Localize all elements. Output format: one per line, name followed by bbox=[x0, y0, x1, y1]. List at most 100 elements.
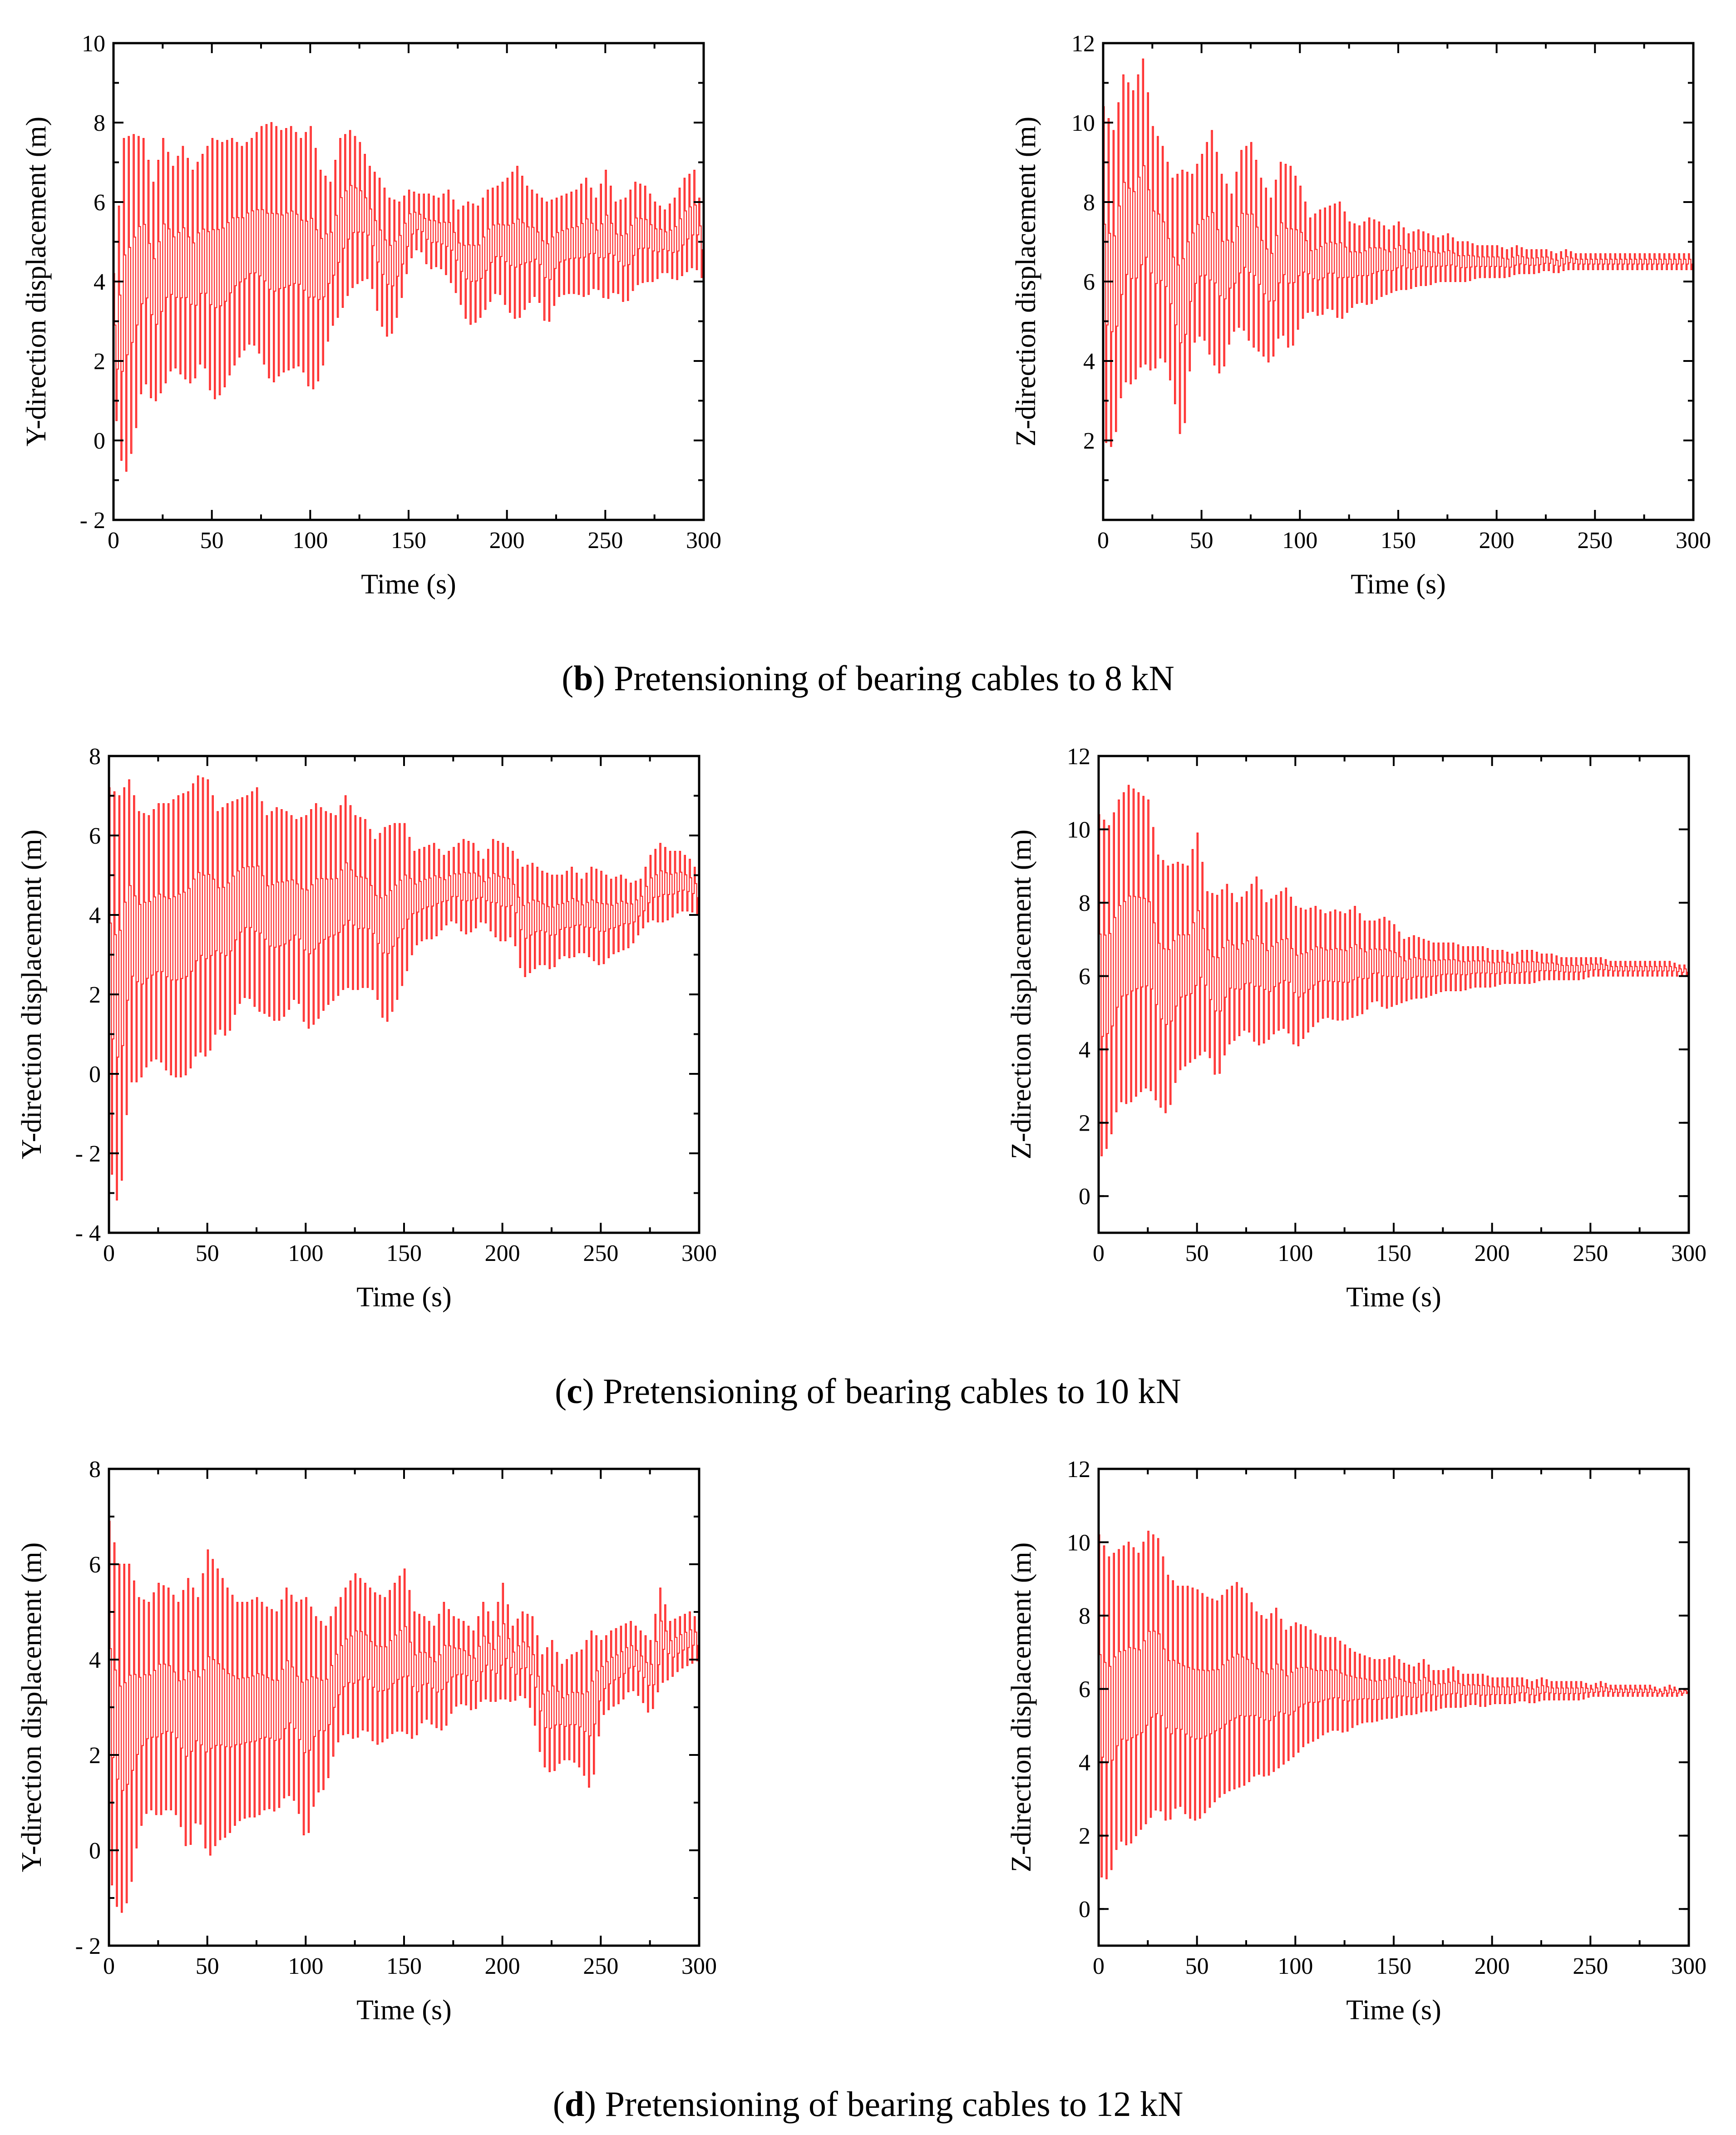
svg-text:(b) Pretensioning of bearing c: (b) Pretensioning of bearing cables to 8… bbox=[562, 658, 1174, 698]
y-tick-label-b-y-4: 6 bbox=[94, 190, 105, 216]
y-axis-label-d-y: Y-direction displacement (m) bbox=[16, 1542, 47, 1873]
y-tick-label-c-z-3: 6 bbox=[1079, 964, 1090, 990]
chart-d-z: 0 50 100 150 200 250 300 0 2 4 6 8 10 12 Time (s) Z-dir… bbox=[1006, 1457, 1706, 2026]
x-tick-label-b-z-1: 50 bbox=[1190, 528, 1213, 554]
x-tick-label-b-z-3: 150 bbox=[1381, 528, 1416, 554]
y-tick-label-b-y-1: 0 bbox=[94, 428, 105, 454]
y-tick-label-b-y-6: 10 bbox=[82, 31, 105, 57]
y-axis-label-c-y: Y-direction displacement (m) bbox=[16, 830, 47, 1160]
x-tick-label-c-z-5: 250 bbox=[1573, 1240, 1608, 1266]
series-line-b-z bbox=[1102, 58, 1693, 447]
y-tick-label-d-z-3: 6 bbox=[1079, 1677, 1090, 1703]
y-tick-label-d-z-0: 0 bbox=[1079, 1897, 1090, 1922]
x-tick-label-c-z-0: 0 bbox=[1093, 1240, 1105, 1266]
x-axis-label-b-z: Time (s) bbox=[1351, 569, 1446, 600]
x-tick-label-c-y-4: 200 bbox=[485, 1240, 520, 1266]
x-axis-label-d-y: Time (s) bbox=[356, 1995, 452, 2026]
caption-b-text: ) Pretensioning of bearing cables to 8 k… bbox=[593, 658, 1174, 698]
y-axis-label-c-z: Z-direction displacement (m) bbox=[1006, 830, 1037, 1160]
y-tick-label-b-z-1: 4 bbox=[1083, 349, 1095, 375]
x-tick-label-c-y-2: 100 bbox=[288, 1240, 323, 1266]
x-tick-label-b-z-2: 100 bbox=[1282, 528, 1317, 554]
x-axis-label-d-z: Time (s) bbox=[1346, 1995, 1441, 2026]
caption-d-text: ) Pretensioning of bearing cables to 12 … bbox=[584, 2084, 1183, 2124]
y-tick-label-c-z-2: 4 bbox=[1079, 1037, 1090, 1063]
series-line-c-y bbox=[108, 775, 699, 1201]
y-tick-label-d-y-4: 6 bbox=[89, 1552, 101, 1578]
x-tick-label-d-z-4: 200 bbox=[1475, 1953, 1510, 1979]
y-tick-label-d-y-3: 4 bbox=[89, 1647, 101, 1673]
y-tick-label-c-y-5: 6 bbox=[89, 823, 101, 849]
caption-d-open-paren: ( bbox=[553, 2084, 565, 2124]
y-tick-label-b-z-0: 2 bbox=[1083, 428, 1095, 454]
x-tick-label-c-z-4: 200 bbox=[1475, 1240, 1510, 1266]
y-tick-label-d-z-1: 2 bbox=[1079, 1824, 1090, 1849]
y-tick-label-b-z-4: 10 bbox=[1071, 110, 1095, 136]
series-line-b-y bbox=[113, 122, 704, 472]
y-tick-label-c-y-4: 4 bbox=[89, 903, 101, 929]
x-tick-label-d-z-5: 250 bbox=[1573, 1953, 1608, 1979]
x-tick-label-d-z-2: 100 bbox=[1277, 1953, 1313, 1979]
series-line-d-z bbox=[1098, 1531, 1689, 1879]
chart-b-z: 0 50 100 150 200 250 300 2 4 6 8 10 12 Time (s) Z-dire… bbox=[1011, 31, 1711, 600]
x-tick-label-d-y-3: 150 bbox=[386, 1953, 422, 1979]
y-tick-label-d-y-2: 2 bbox=[89, 1743, 101, 1769]
x-tick-label-d-y-6: 300 bbox=[681, 1953, 717, 1979]
x-tick-label-c-z-1: 50 bbox=[1185, 1240, 1209, 1266]
x-tick-label-d-y-0: 0 bbox=[103, 1953, 115, 1979]
x-tick-label-d-z-1: 50 bbox=[1185, 1953, 1209, 1979]
y-tick-label-d-y-1: 0 bbox=[89, 1838, 101, 1864]
x-tick-label-c-z-6: 300 bbox=[1671, 1240, 1706, 1266]
x-tick-label-b-z-0: 0 bbox=[1097, 528, 1109, 554]
x-tick-label-c-y-0: 0 bbox=[103, 1240, 115, 1266]
x-tick-label-c-y-3: 150 bbox=[386, 1240, 422, 1266]
y-tick-label-d-z-4: 8 bbox=[1079, 1603, 1090, 1629]
x-tick-label-b-z-4: 200 bbox=[1479, 528, 1514, 554]
x-tick-label-d-y-5: 250 bbox=[583, 1953, 618, 1979]
x-axis-label-b-y: Time (s) bbox=[361, 569, 456, 600]
x-tick-label-c-y-6: 300 bbox=[681, 1240, 717, 1266]
y-tick-label-d-y-0: - 2 bbox=[75, 1933, 101, 1959]
x-tick-label-b-y-6: 300 bbox=[686, 528, 721, 554]
y-tick-label-d-z-6: 12 bbox=[1067, 1457, 1090, 1483]
caption-d-letter: d bbox=[565, 2084, 584, 2124]
y-tick-label-b-z-2: 6 bbox=[1083, 269, 1095, 295]
x-tick-label-b-y-3: 150 bbox=[391, 528, 426, 554]
x-tick-label-c-z-2: 100 bbox=[1277, 1240, 1313, 1266]
caption-c: (c) Pretensioning of bearing cables to 1… bbox=[555, 1371, 1181, 1411]
x-tick-label-b-z-6: 300 bbox=[1676, 528, 1711, 554]
y-tick-label-c-y-1: - 2 bbox=[75, 1141, 101, 1167]
svg-text:(c) Pretensioning of bearing c: (c) Pretensioning of bearing cables to 1… bbox=[555, 1371, 1181, 1411]
x-tick-label-d-y-1: 50 bbox=[196, 1953, 219, 1979]
x-axis-label-c-z: Time (s) bbox=[1346, 1282, 1441, 1313]
x-tick-label-b-y-4: 200 bbox=[489, 528, 525, 554]
chart-c-y: 0 50 100 150 200 250 300 - 4 - 2 0 2 4 6 8 Time (s) Y-d… bbox=[16, 744, 717, 1313]
y-tick-label-c-z-6: 12 bbox=[1067, 744, 1090, 770]
svg-text:(d) Pretensioning of bearing c: (d) Pretensioning of bearing cables to 1… bbox=[553, 2084, 1184, 2124]
y-tick-label-d-y-5: 8 bbox=[89, 1457, 101, 1483]
y-tick-label-b-y-0: - 2 bbox=[80, 508, 105, 534]
y-tick-label-c-z-0: 0 bbox=[1079, 1184, 1090, 1210]
x-tick-label-c-y-5: 250 bbox=[583, 1240, 618, 1266]
y-tick-label-c-y-2: 0 bbox=[89, 1062, 101, 1087]
y-tick-label-c-y-3: 2 bbox=[89, 982, 101, 1008]
x-tick-label-b-y-0: 0 bbox=[108, 528, 119, 554]
x-tick-label-d-z-6: 300 bbox=[1671, 1953, 1706, 1979]
y-axis-label-b-z: Z-direction displacement (m) bbox=[1011, 117, 1041, 447]
caption-d: (d) Pretensioning of bearing cables to 1… bbox=[553, 2084, 1184, 2124]
chart-c-z: 0 50 100 150 200 250 300 0 2 4 6 8 10 12 Time (s) Z-dir… bbox=[1006, 744, 1706, 1313]
y-tick-label-d-z-2: 4 bbox=[1079, 1750, 1090, 1776]
x-tick-label-c-z-3: 150 bbox=[1376, 1240, 1411, 1266]
caption-b-open-paren: ( bbox=[562, 658, 573, 698]
y-tick-label-b-y-5: 8 bbox=[94, 110, 105, 136]
y-tick-label-c-z-5: 10 bbox=[1067, 817, 1090, 843]
caption-c-letter: c bbox=[567, 1371, 582, 1411]
y-axis-label-b-y: Y-direction displacement (m) bbox=[21, 117, 52, 447]
x-tick-label-d-y-2: 100 bbox=[288, 1953, 323, 1979]
y-tick-label-b-y-2: 2 bbox=[94, 349, 105, 375]
x-tick-label-b-z-5: 250 bbox=[1577, 528, 1613, 554]
